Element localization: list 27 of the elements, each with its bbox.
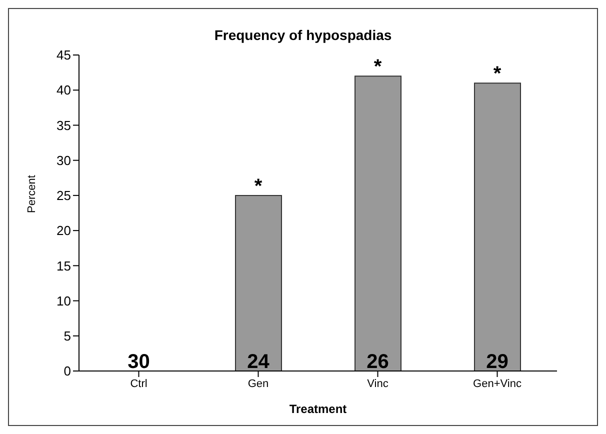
annotation: 24	[247, 351, 270, 373]
annotation: 29	[486, 351, 508, 373]
y-tick-label: 15	[56, 258, 71, 274]
annotation: 26	[366, 351, 389, 373]
bar	[474, 82, 521, 371]
annotation: 30	[128, 351, 150, 373]
annotation: *	[493, 63, 502, 86]
y-tick-label: 35	[56, 118, 71, 133]
y-tick-label: 20	[56, 223, 71, 238]
y-tick-label: 10	[56, 293, 71, 308]
x-tick-label: Gen+Vinc	[473, 378, 522, 390]
bar	[354, 76, 402, 371]
x-tick-label: Gen	[248, 378, 269, 390]
x-tick-label: Ctrl	[130, 378, 148, 390]
y-tick-label: 5	[64, 328, 71, 344]
y-tick-label: 45	[56, 48, 71, 63]
y-axis-title: Percent	[26, 175, 38, 213]
annotation: *	[374, 56, 382, 78]
y-tick-label: 40	[56, 82, 71, 98]
y-tick-label: 0	[64, 364, 71, 379]
annotation: *	[254, 175, 262, 198]
bar	[235, 194, 282, 371]
y-tick-label: 25	[56, 188, 71, 204]
x-axis-title: Treatment	[289, 402, 347, 416]
x-tick-label: Vinc	[367, 378, 389, 390]
chart-title: Frequency of hypospadias	[213, 27, 393, 43]
y-tick-label: 30	[56, 152, 71, 168]
